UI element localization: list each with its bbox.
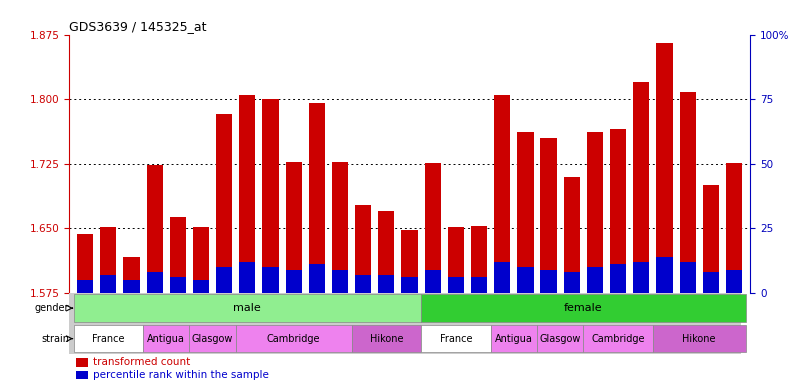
FancyBboxPatch shape: [653, 325, 745, 353]
Bar: [77, 234, 93, 293]
Text: Cambridge: Cambridge: [267, 334, 320, 344]
Bar: [656, 257, 672, 293]
Bar: [656, 43, 672, 293]
Bar: [702, 272, 719, 293]
Bar: [77, 280, 93, 293]
FancyBboxPatch shape: [421, 295, 745, 322]
Text: male: male: [234, 303, 261, 313]
Text: Hikone: Hikone: [682, 334, 716, 344]
Bar: [540, 270, 556, 293]
Bar: [355, 275, 371, 293]
FancyBboxPatch shape: [69, 293, 741, 323]
Bar: [216, 114, 232, 293]
Bar: [448, 227, 464, 293]
Bar: [517, 267, 534, 293]
Text: female: female: [564, 303, 603, 313]
Bar: [216, 267, 232, 293]
Text: Antigua: Antigua: [495, 334, 533, 344]
Bar: [540, 138, 556, 293]
Bar: [123, 257, 139, 293]
Bar: [425, 270, 441, 293]
Bar: [355, 205, 371, 293]
Bar: [633, 82, 650, 293]
Bar: [75, 358, 88, 367]
Bar: [726, 163, 742, 293]
Text: Cambridge: Cambridge: [591, 334, 645, 344]
Bar: [680, 262, 696, 293]
Bar: [101, 227, 117, 293]
Bar: [401, 277, 418, 293]
Bar: [726, 270, 742, 293]
Text: Antigua: Antigua: [148, 334, 185, 344]
Bar: [75, 371, 88, 379]
Text: Glasgow: Glasgow: [192, 334, 234, 344]
Bar: [471, 226, 487, 293]
Bar: [169, 277, 186, 293]
Bar: [193, 227, 209, 293]
Bar: [610, 129, 626, 293]
FancyBboxPatch shape: [236, 325, 352, 353]
FancyBboxPatch shape: [74, 325, 143, 353]
Bar: [587, 132, 603, 293]
FancyBboxPatch shape: [421, 325, 491, 353]
Text: strain: strain: [41, 334, 70, 344]
FancyBboxPatch shape: [69, 323, 741, 354]
Bar: [610, 265, 626, 293]
Text: GDS3639 / 145325_at: GDS3639 / 145325_at: [69, 20, 207, 33]
Bar: [332, 162, 348, 293]
Bar: [263, 267, 279, 293]
Text: percentile rank within the sample: percentile rank within the sample: [92, 370, 268, 380]
Bar: [169, 217, 186, 293]
Text: transformed count: transformed count: [92, 358, 190, 367]
Bar: [448, 277, 464, 293]
Bar: [285, 162, 302, 293]
Bar: [564, 272, 580, 293]
Bar: [401, 230, 418, 293]
Bar: [123, 280, 139, 293]
Bar: [378, 275, 394, 293]
Text: Glasgow: Glasgow: [539, 334, 581, 344]
Bar: [147, 165, 163, 293]
Bar: [147, 272, 163, 293]
Bar: [263, 99, 279, 293]
FancyBboxPatch shape: [491, 325, 537, 353]
Text: France: France: [440, 334, 472, 344]
Text: gender: gender: [35, 303, 70, 313]
FancyBboxPatch shape: [352, 325, 421, 353]
Bar: [702, 185, 719, 293]
Bar: [471, 277, 487, 293]
FancyBboxPatch shape: [537, 325, 583, 353]
Bar: [239, 95, 255, 293]
Bar: [564, 177, 580, 293]
Bar: [425, 163, 441, 293]
Bar: [101, 275, 117, 293]
Text: France: France: [92, 334, 125, 344]
Bar: [193, 280, 209, 293]
Bar: [633, 262, 650, 293]
Bar: [494, 262, 510, 293]
Bar: [239, 262, 255, 293]
FancyBboxPatch shape: [74, 295, 421, 322]
Bar: [494, 95, 510, 293]
Bar: [378, 211, 394, 293]
Bar: [587, 267, 603, 293]
FancyBboxPatch shape: [143, 325, 190, 353]
Bar: [332, 270, 348, 293]
FancyBboxPatch shape: [583, 325, 653, 353]
Bar: [309, 265, 325, 293]
Bar: [680, 92, 696, 293]
Text: Hikone: Hikone: [370, 334, 403, 344]
FancyBboxPatch shape: [190, 325, 236, 353]
Bar: [517, 132, 534, 293]
Bar: [309, 103, 325, 293]
Bar: [285, 270, 302, 293]
